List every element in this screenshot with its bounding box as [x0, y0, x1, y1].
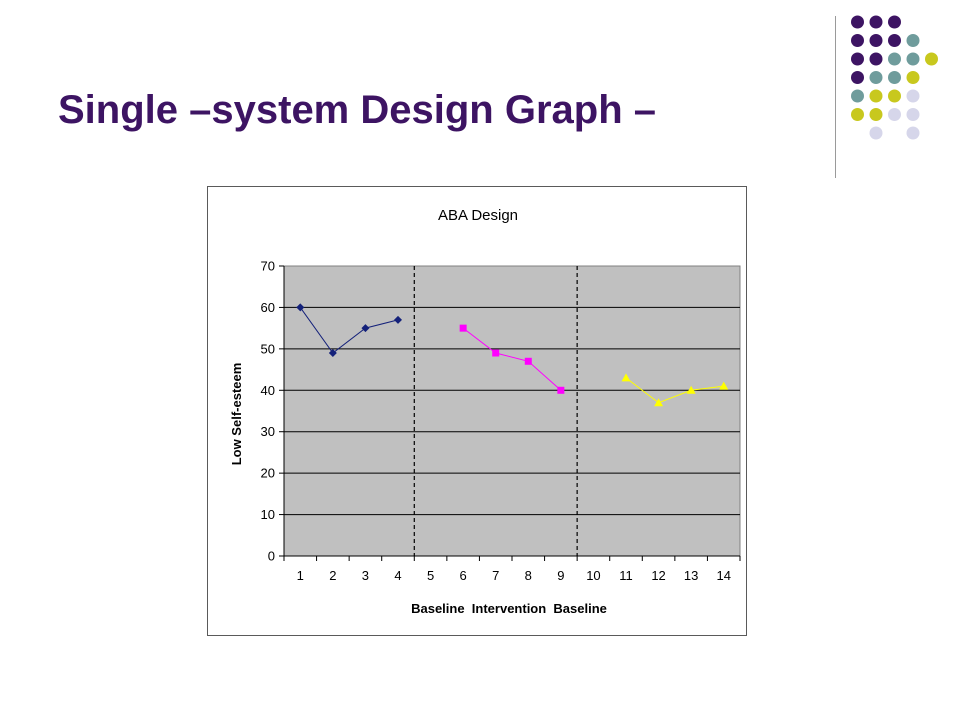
decorative-dot — [851, 108, 864, 121]
decorative-dot — [869, 126, 883, 140]
decorative-dot — [906, 71, 920, 84]
data-point-marker — [394, 315, 402, 324]
decorative-dot — [906, 34, 920, 47]
data-point-marker — [621, 373, 631, 382]
series-line — [299, 307, 399, 354]
x-tick-label: 8 — [525, 568, 532, 583]
decorative-dot — [925, 52, 938, 66]
series-line — [625, 377, 724, 404]
decorative-dot — [906, 108, 920, 121]
data-point-marker — [654, 398, 664, 407]
y-tick-label: 10 — [261, 507, 275, 522]
data-point-marker — [524, 357, 532, 365]
decorative-dot-pattern — [851, 15, 938, 140]
decorative-dot — [888, 15, 901, 29]
data-point-marker — [492, 349, 500, 357]
decorative-dot — [906, 126, 920, 140]
x-tick-label: 11 — [619, 568, 633, 583]
decorative-dot — [906, 52, 920, 66]
decorative-dot — [888, 52, 901, 66]
x-axis-label: Baseline Intervention Baseline — [411, 601, 607, 616]
decorative-dot — [869, 34, 883, 47]
x-tick-label: 7 — [492, 568, 499, 583]
decorative-dot — [869, 108, 883, 121]
x-tick-label: 10 — [586, 568, 600, 583]
x-tick-label: 4 — [394, 568, 401, 583]
y-tick-label: 20 — [261, 466, 275, 481]
series-line — [462, 327, 562, 391]
slide-title: Single –system Design Graph – — [58, 88, 656, 132]
chart-title: ABA Design — [438, 207, 518, 224]
decorative-dot — [851, 71, 864, 84]
x-tick-label: 5 — [427, 568, 434, 583]
data-point-marker — [328, 349, 337, 357]
y-tick-label: 70 — [261, 259, 275, 274]
data-point-marker — [557, 386, 565, 394]
decorative-dot — [888, 34, 901, 47]
x-tick-label: 14 — [716, 568, 730, 583]
decorative-dot — [906, 89, 920, 103]
data-point-marker — [296, 303, 305, 312]
y-tick-label: 0 — [268, 549, 275, 564]
decorative-dot — [869, 71, 883, 84]
x-tick-label: 12 — [651, 568, 665, 583]
y-tick-label: 50 — [261, 341, 275, 356]
x-tick-label: 9 — [557, 568, 564, 583]
chart-frame: ABA Design 0 10 20 30 40 50 60 70 1 2 3 4 5 6 7 8 9 10 11 1… — [207, 186, 747, 636]
decorative-dot — [869, 52, 883, 66]
y-axis-label: Low Self-esteem — [229, 363, 244, 466]
plot-area — [283, 265, 741, 557]
y-tick-label: 30 — [261, 424, 275, 439]
x-tick-label: 13 — [684, 568, 698, 583]
decorative-vertical-rule — [835, 16, 836, 178]
data-point-marker — [361, 324, 370, 333]
y-tick-label: 40 — [261, 383, 275, 398]
data-point-marker — [459, 324, 467, 332]
decorative-dot — [869, 15, 883, 29]
data-point-marker — [719, 381, 729, 390]
data-point-marker — [686, 385, 696, 394]
decorative-dot — [888, 108, 901, 121]
x-tick-label: 6 — [460, 568, 467, 583]
decorative-dot — [851, 34, 864, 47]
x-tick-label: 3 — [362, 568, 369, 583]
decorative-dot — [851, 52, 864, 66]
decorative-dot — [851, 15, 864, 29]
decorative-dot — [888, 89, 901, 103]
decorative-dot — [869, 89, 883, 103]
decorative-dot — [888, 71, 901, 84]
x-tick-label: 1 — [297, 568, 304, 583]
y-tick-label: 60 — [261, 300, 275, 315]
x-tick-label: 2 — [329, 568, 336, 583]
decorative-dot — [851, 89, 864, 103]
